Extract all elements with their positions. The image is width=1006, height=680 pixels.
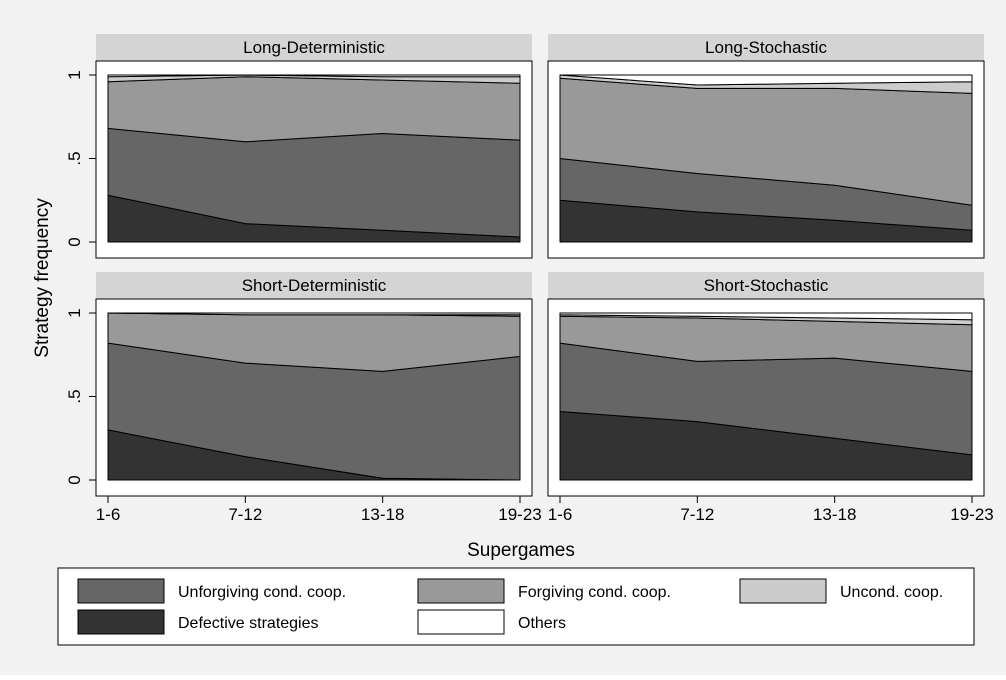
- panel-short-stochastic: Short-Stochastic: [547, 272, 985, 497]
- legend-swatch-others: [417, 609, 505, 635]
- x-tick-label: 1-6: [548, 505, 573, 524]
- panel-short-deterministic: Short-Deterministic: [95, 272, 533, 497]
- legend-label-defective-strategies: Defective strategies: [178, 615, 319, 632]
- legend-label-uncond-coop: Uncond. coop.: [840, 584, 943, 601]
- x-tick-label: 1-6: [96, 505, 121, 524]
- area-forgiving-cond-coop: [107, 76, 521, 143]
- x-axis: 1-6 7-12 13-18 19-23 1-6 7-12 13-18 19-23: [96, 495, 994, 524]
- y-tick-label: 0: [65, 237, 84, 246]
- panel-header: [96, 272, 532, 299]
- area-others: [107, 312, 521, 316]
- x-tick-label: 13-18: [361, 505, 404, 524]
- y-axes: 0 .5 1 0 .5 1: [65, 61, 97, 496]
- x-axis-title: Supergames: [467, 540, 575, 561]
- panel-title: Short-Deterministic: [242, 276, 387, 295]
- area-layers: [559, 312, 973, 481]
- panel-long-stochastic: Long-Stochastic: [547, 34, 985, 259]
- area-others: [107, 74, 521, 78]
- y-tick-label: 0: [65, 475, 84, 484]
- legend-swatch-unforgiving-cond-coop: [77, 578, 165, 604]
- area-layers: [559, 74, 973, 243]
- y-tick-label: .5: [65, 389, 84, 403]
- panel-title: Long-Deterministic: [243, 38, 385, 57]
- legend-label-unforgiving-cond-coop: Unforgiving cond. coop.: [178, 584, 346, 601]
- y-tick-label: .5: [65, 151, 84, 165]
- x-tick-label: 13-18: [813, 505, 856, 524]
- panel-header: [548, 34, 984, 61]
- panel-title: Short-Stochastic: [704, 276, 829, 295]
- x-tick-label: 7-12: [228, 505, 262, 524]
- legend-label-forgiving-cond-coop: Forgiving cond. coop.: [518, 584, 671, 601]
- legend-items: Unforgiving cond. coop. Forgiving cond. c…: [77, 578, 943, 635]
- panel-header: [96, 34, 532, 61]
- legend-label-others: Others: [518, 615, 566, 632]
- y-axis-title: Strategy frequency: [32, 198, 53, 358]
- x-tick-label: 19-23: [498, 505, 541, 524]
- panel-long-deterministic: Long-Deterministic: [95, 34, 533, 259]
- y-tick-label: 1: [65, 70, 84, 79]
- area-layers: [107, 74, 521, 243]
- area-others: [559, 74, 973, 86]
- x-tick-label: 7-12: [680, 505, 714, 524]
- panel-title: Long-Stochastic: [705, 38, 827, 57]
- legend-swatch-forgiving-cond-coop: [417, 578, 505, 604]
- legend: Unforgiving cond. coop. Forgiving cond. c…: [57, 567, 975, 646]
- area-layers: [107, 312, 521, 481]
- legend-swatch-defective-strategies: [77, 609, 165, 635]
- legend-frame: [57, 567, 975, 646]
- x-tick-label: 19-23: [950, 505, 993, 524]
- area-others: [559, 312, 973, 321]
- y-tick-label: 1: [65, 308, 84, 317]
- legend-swatch-uncond-coop: [739, 578, 827, 604]
- panel-header: [548, 272, 984, 299]
